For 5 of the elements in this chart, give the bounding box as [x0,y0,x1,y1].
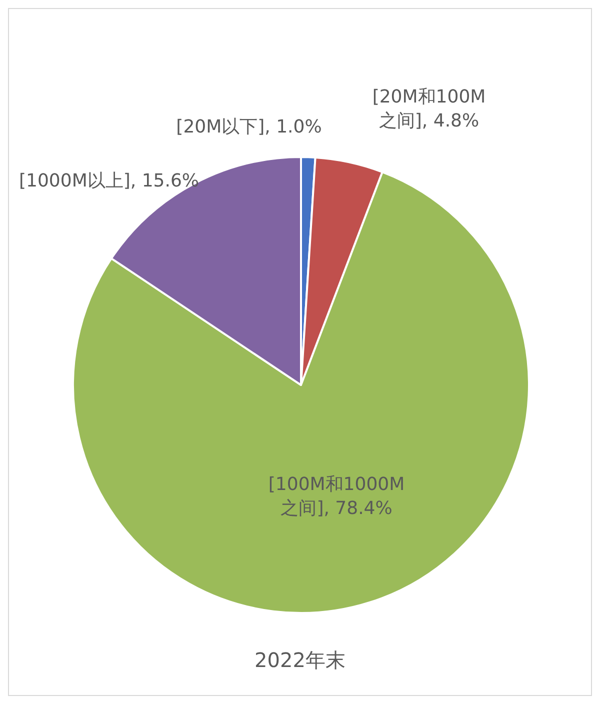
slice-label: [20M以下], 1.0% [176,116,322,138]
slice-label: [20M和100M之间], 4.8% [372,86,486,132]
slice-label: [1000M以上], 15.6% [18,170,200,192]
text: 2022年末 [254,648,346,672]
slice-label: [100M和1000M之间], 78.4% [268,474,405,519]
